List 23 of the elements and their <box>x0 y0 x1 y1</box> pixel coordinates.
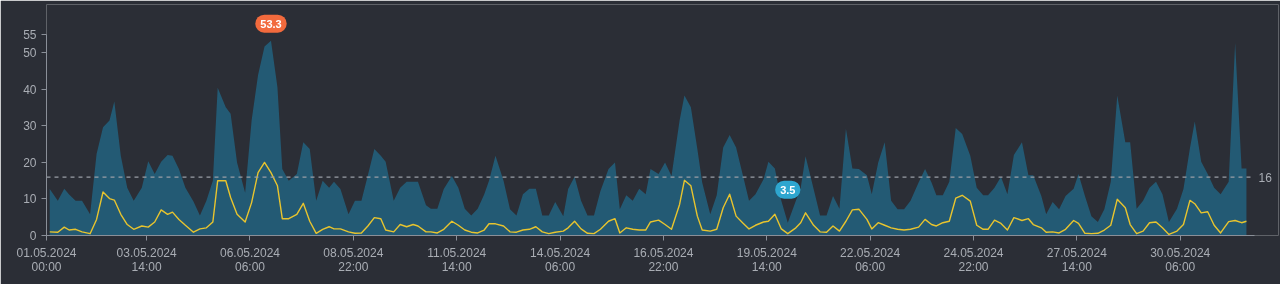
y-tick-label: 55 <box>23 28 37 42</box>
x-tick-label: 08.05.2024 22:00 <box>323 245 384 274</box>
x-tick-label: 27.05.2024 14:00 <box>1046 245 1108 274</box>
y-tick-label: 10 <box>23 192 37 207</box>
y-tick-label: 40 <box>23 82 37 97</box>
y-tick-label: 20 <box>23 155 37 170</box>
x-tick-label: 03.05.2024 14:00 <box>116 245 177 274</box>
x-tick-label: 01.05.2024 00:00 <box>16 245 77 274</box>
x-tick-label: 24.05.2024 22:00 <box>943 245 1004 274</box>
y-tick-label: 50 <box>23 46 37 61</box>
x-tick-label: 06.05.2024 06:00 <box>219 245 281 274</box>
x-tick-label: 30.05.2024 06:00 <box>1150 245 1211 274</box>
x-tick-label: 22.05.2024 06:00 <box>840 245 901 274</box>
y-tick-label: 30 <box>23 119 37 134</box>
annotation: 3.5 <box>780 183 796 196</box>
y-tick-label: 0 <box>29 229 37 243</box>
line-series <box>49 161 1248 236</box>
x-tick-label: 19.05.2024 14:00 <box>736 245 798 274</box>
x-tick-label: 11.05.2024 14:00 <box>427 245 487 274</box>
annotation: 53.3 <box>260 17 282 30</box>
x-tick-label: 16.05.2024 22:00 <box>633 245 694 274</box>
ref-line-label: 16 <box>1258 170 1273 185</box>
x-tick-label: 14.05.2024 06:00 <box>530 245 591 274</box>
